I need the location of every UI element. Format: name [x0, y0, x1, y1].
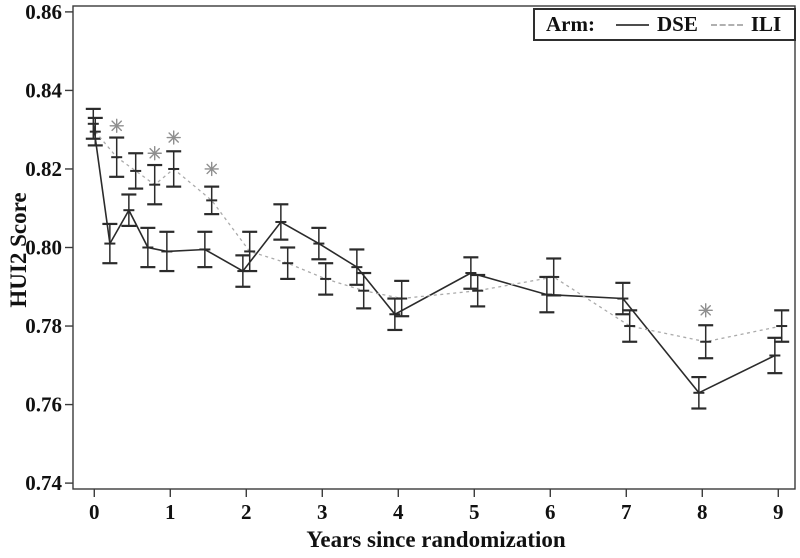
- x-tick-label: 3: [317, 500, 328, 524]
- x-tick-label: 0: [89, 500, 100, 524]
- y-tick-label: 0.82: [25, 157, 62, 181]
- ili-dashed-line-sample-icon: [710, 23, 743, 26]
- significance-asterisk-icon: [206, 163, 217, 175]
- significance-asterisk-icon: [700, 305, 711, 316]
- x-tick-label: 9: [773, 500, 784, 524]
- x-tick-label: 7: [621, 500, 632, 524]
- series-line-dse: [92, 123, 776, 394]
- x-tick-label: 2: [241, 500, 252, 524]
- y-tick-label: 0.74: [25, 471, 62, 495]
- y-tick-label: 0.76: [25, 393, 62, 417]
- y-tick-label: 0.86: [25, 0, 62, 24]
- x-tick-label: 1: [165, 500, 176, 524]
- legend: Arm: DSE ILI: [533, 8, 796, 41]
- y-tick-label: 0.78: [25, 314, 62, 338]
- x-tick-label: 5: [469, 500, 480, 524]
- y-tick-label: 0.80: [25, 236, 62, 260]
- plot-frame: [72, 5, 796, 490]
- y-tick-label: 0.84: [25, 78, 62, 102]
- significance-asterisk-icon: [168, 132, 179, 143]
- x-tick-label: 4: [393, 500, 404, 524]
- legend-title: Arm:: [546, 12, 595, 36]
- legend-entry-ili: ILI: [750, 12, 782, 36]
- series-line-ili: [94, 131, 782, 343]
- x-tick-label: 6: [545, 500, 556, 524]
- x-axis-title: Years since randomization: [306, 527, 566, 552]
- legend-entry-dse: DSE: [656, 12, 698, 36]
- significance-asterisk-icon: [111, 120, 122, 132]
- y-axis-title: HUI2 Score: [6, 192, 31, 308]
- significance-asterisk-icon: [149, 147, 160, 159]
- x-tick-label: 8: [697, 500, 708, 524]
- dse-solid-line-sample-icon: [615, 23, 649, 26]
